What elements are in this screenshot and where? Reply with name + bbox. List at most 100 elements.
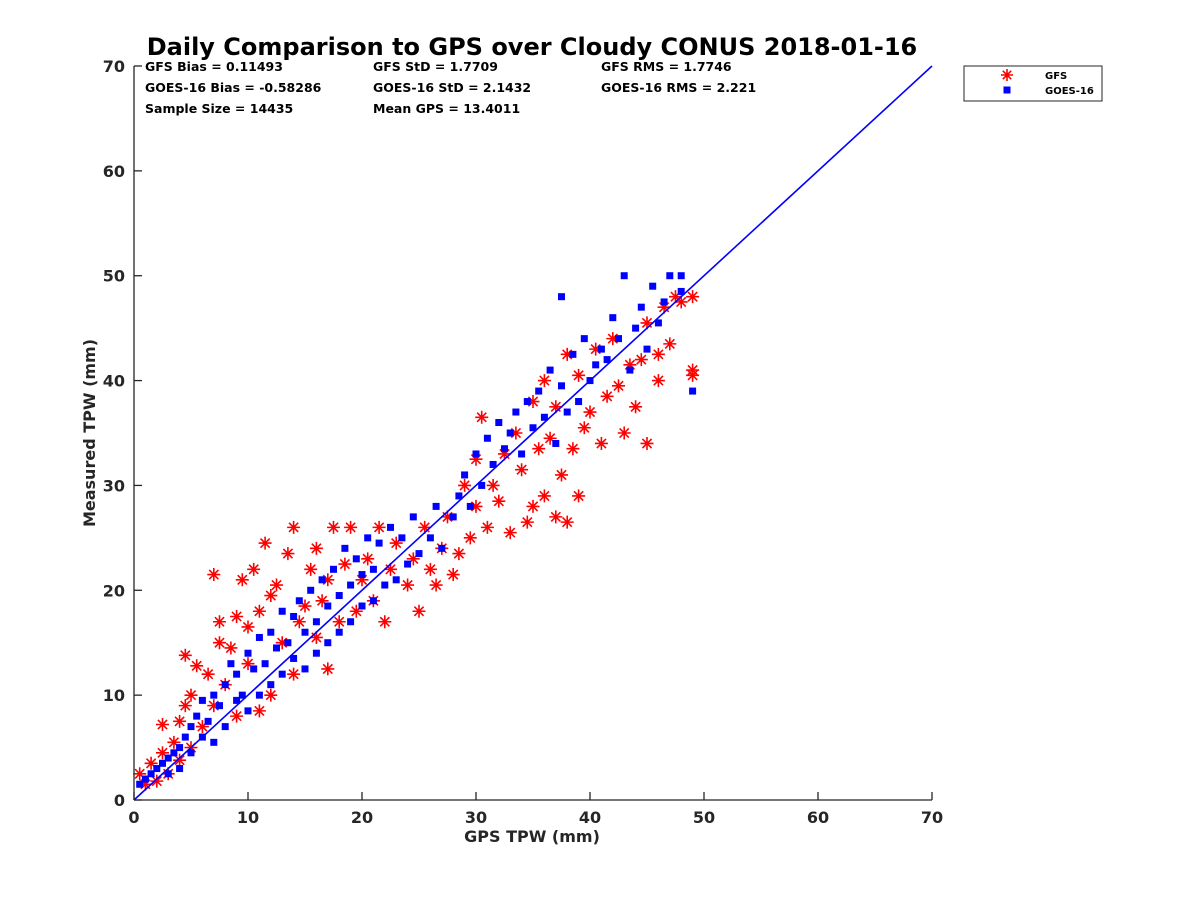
goes-16-point [569,350,577,358]
goes-16-point [603,356,611,364]
stat-goes-std: GOES-16 StD = 2.1432 [373,80,531,95]
goes-16-point [626,366,634,374]
gfs-point [275,636,289,650]
goes-16-point [654,319,662,327]
x-tick-label: 60 [807,808,829,827]
gfs-point [258,536,272,550]
goes-16-point [677,287,685,295]
gfs-point [520,515,534,529]
gfs-point [640,316,654,330]
gfs-point [446,568,460,582]
goes-16-point [632,324,640,332]
gfs-point [651,374,665,388]
gfs-point [361,552,375,566]
legend-box [963,65,1103,102]
goes-16-point [381,581,389,589]
gfs-point [201,667,215,681]
gfs-point [651,347,665,361]
goes-16-point [660,298,668,306]
goes-16-point [267,628,275,636]
goes-16-point [352,555,360,563]
goes-16-point [141,775,149,783]
goes-16-point [318,576,326,584]
gfs-point [156,746,169,760]
goes-16-point [387,523,394,531]
goes-16-point [580,335,588,343]
gfs-point [526,395,540,409]
stat-gfs-rms: GFS RMS = 1.7746 [601,59,732,74]
goes-16-point [330,565,337,573]
gfs-point [401,578,415,592]
gfs-point [247,562,261,576]
gfs-point [515,463,529,477]
goes-16-point [159,759,166,767]
gfs-point [406,552,420,566]
goes-16-point [153,765,161,773]
goes-16-point [210,738,218,746]
gfs-point [606,332,620,346]
gfs-point [566,442,580,456]
gfs-point [167,735,181,749]
gfs-point [178,699,192,713]
gfs-point [235,573,249,587]
gfs-point [458,478,472,492]
series-gfs [133,290,700,791]
gfs-point [207,568,221,582]
gfs-point [338,557,352,571]
goes-16-point [244,649,252,657]
gfs-point [674,295,688,309]
goes-16-point [546,366,554,374]
gfs-point [321,662,335,676]
legend-gfs-marker [1001,69,1013,81]
goes-16-point [512,408,520,416]
legend-goes-label: GOES-16 [1045,86,1094,97]
legend-gfs-label: GFS [1045,71,1067,82]
goes-16-point [335,592,343,600]
one-to-one-line [133,65,933,801]
goes-16-point [221,723,229,731]
goes-16-point [409,513,417,521]
goes-16-point [233,696,241,704]
gfs-point [452,547,466,561]
gfs-point [509,426,523,440]
goes-16-point [216,702,223,710]
goes-16-point [187,749,195,757]
gfs-point [555,468,568,482]
series-goes-16 [136,272,697,788]
goes-16-point [273,644,280,652]
gfs-point [321,573,335,587]
gfs-point [264,688,278,702]
gfs-point [309,630,323,644]
gfs-point [583,405,597,419]
goes-16-point [677,272,685,280]
goes-16-point [478,481,486,489]
y-tick-label: 50 [103,267,125,286]
goes-16-point [489,460,497,468]
gfs-point [560,347,574,361]
gfs-point [441,510,454,524]
goes-16-point [432,502,440,510]
gfs-point [270,578,283,592]
gfs-point [480,520,494,534]
gfs-point [572,368,586,382]
gfs-point [469,499,483,513]
goes-16-point [187,723,195,731]
gfs-point [612,379,625,393]
gfs-point [469,452,483,466]
y-axis-title: Measured TPW (mm) [80,339,99,527]
y-tick-label: 60 [103,162,125,181]
gfs-point [572,489,586,503]
gfs-point [327,520,340,534]
gfs-point [429,578,443,592]
chart-axes: 0 10 20 30 40 50 60 70 0 10 20 30 40 50 60 70 [103,57,943,827]
stat-sample-size: Sample Size = 14435 [145,101,293,116]
goes-16-point [176,765,184,773]
gfs-point [560,515,574,529]
y-tick-label: 0 [114,791,125,810]
goes-16-point [438,544,446,552]
goes-16-point [501,445,508,453]
goes-16-point [335,628,343,636]
y-tick-label: 30 [103,476,125,495]
gfs-point [686,290,700,304]
gfs-point [378,615,392,629]
